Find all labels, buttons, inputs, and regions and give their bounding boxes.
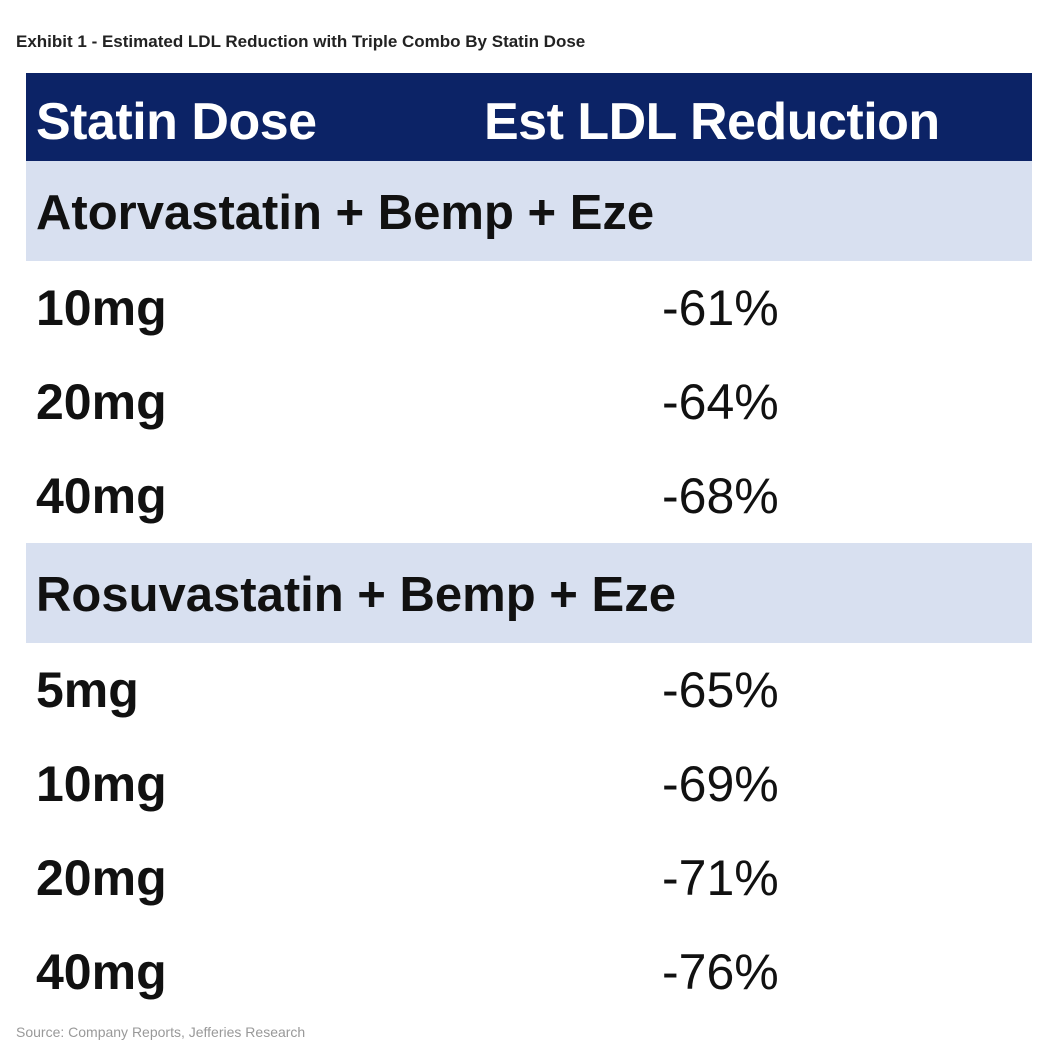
- reduction-cell: -76%: [662, 944, 779, 1000]
- table-row: 10mg -61%: [26, 261, 1032, 355]
- section-row-atorvastatin: Atorvastatin + Bemp + Eze: [26, 161, 1032, 261]
- table-row: 20mg -64%: [26, 355, 1032, 449]
- dose-cell: 10mg: [36, 280, 167, 336]
- reduction-cell: -69%: [662, 756, 779, 812]
- dose-cell: 5mg: [36, 662, 139, 718]
- exhibit-title: Exhibit 1 - Estimated LDL Reduction with…: [16, 32, 586, 51]
- reduction-cell: -68%: [662, 468, 779, 524]
- section-row-rosuvastatin: Rosuvastatin + Bemp + Eze: [26, 543, 1032, 643]
- dose-cell: 40mg: [36, 468, 167, 524]
- header-est-ldl-reduction: Est LDL Reduction: [484, 93, 940, 151]
- dose-cell: 40mg: [36, 944, 167, 1000]
- table-row: 5mg -65%: [26, 643, 1032, 737]
- ldl-reduction-table: Statin Dose Est LDL Reduction Atorvastat…: [26, 73, 1032, 1019]
- table-row: 40mg -68%: [26, 449, 1032, 543]
- dose-cell: 20mg: [36, 850, 167, 906]
- dose-cell: 20mg: [36, 374, 167, 430]
- reduction-cell: -71%: [662, 850, 779, 906]
- section-title: Atorvastatin + Bemp + Eze: [36, 186, 655, 240]
- source-note: Source: Company Reports, Jefferies Resea…: [16, 1024, 306, 1040]
- reduction-cell: -65%: [662, 662, 779, 718]
- section-title: Rosuvastatin + Bemp + Eze: [36, 568, 676, 622]
- header-statin-dose: Statin Dose: [36, 93, 317, 151]
- table-row: 40mg -76%: [26, 925, 1032, 1019]
- table-row: 20mg -71%: [26, 831, 1032, 925]
- reduction-cell: -64%: [662, 374, 779, 430]
- reduction-cell: -61%: [662, 280, 779, 336]
- table-header-row: Statin Dose Est LDL Reduction: [26, 73, 1032, 161]
- dose-cell: 10mg: [36, 756, 167, 812]
- table-row: 10mg -69%: [26, 737, 1032, 831]
